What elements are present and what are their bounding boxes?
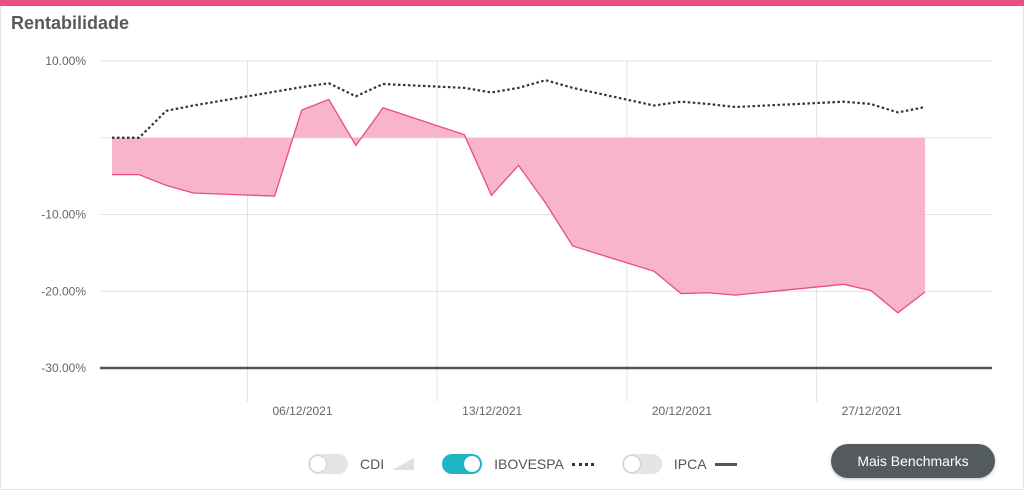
x-tick-label: 13/12/2021 xyxy=(462,404,522,418)
ibovespa-line xyxy=(112,79,926,139)
toggle-knob xyxy=(309,455,327,473)
y-tick-label: -10.00% xyxy=(41,208,86,222)
x-tick-label: 06/12/2021 xyxy=(272,404,332,418)
y-tick-label: 10.00% xyxy=(45,54,86,68)
legend-item-ibovespa: IBOVESPA xyxy=(442,454,594,474)
toggle-knob xyxy=(463,455,482,473)
legend-item-ipca: IPCA xyxy=(621,454,737,474)
legend-item-cdi: CDI xyxy=(308,454,415,474)
chart-title: Rentabilidade xyxy=(11,13,130,33)
more-benchmarks-button[interactable]: Mais Benchmarks xyxy=(831,444,995,478)
cdi-toggle[interactable] xyxy=(308,454,348,474)
dotted-line-swatch-icon xyxy=(571,462,594,466)
ipca-toggle[interactable] xyxy=(621,454,662,474)
accent-bar xyxy=(0,0,1024,6)
area-swatch-icon xyxy=(392,458,415,470)
ibovespa-toggle[interactable] xyxy=(442,454,483,474)
x-tick-label: 27/12/2021 xyxy=(842,404,902,418)
toggle-knob xyxy=(622,455,641,473)
portfolio-line xyxy=(112,98,926,314)
x-tick-label: 20/12/2021 xyxy=(652,404,712,418)
legend-label-cdi: CDI xyxy=(360,456,385,472)
solid-line-swatch-icon xyxy=(714,462,737,466)
y-tick-label: -20.00% xyxy=(41,284,86,298)
y-tick-label: -30.00% xyxy=(41,361,86,375)
legend: CDI IBOVESPA IPCA xyxy=(308,452,765,476)
portfolio-area xyxy=(112,99,925,313)
legend-label-ibovespa: IBOVESPA xyxy=(494,456,564,472)
legend-label-ipca: IPCA xyxy=(673,456,707,472)
rentabilidade-chart: 10.00% -10.00% -20.00% -30.00% 06/12/2021 13/… xyxy=(41,54,992,418)
